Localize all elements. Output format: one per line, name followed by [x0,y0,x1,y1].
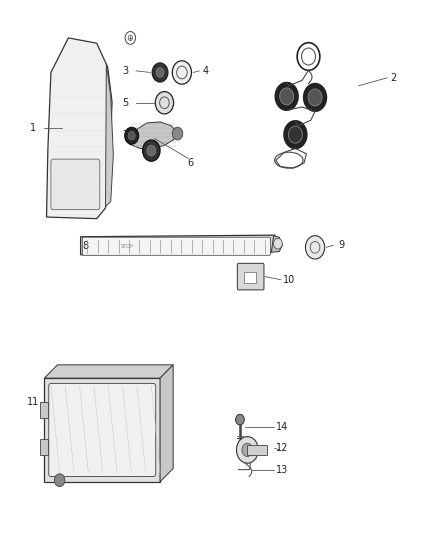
Circle shape [242,443,253,457]
Circle shape [143,140,160,161]
Circle shape [236,414,244,425]
Text: STOP: STOP [121,244,134,249]
FancyBboxPatch shape [82,237,271,255]
Text: 7: 7 [122,130,128,140]
Circle shape [147,146,155,156]
FancyBboxPatch shape [237,263,264,290]
Circle shape [308,89,322,106]
Polygon shape [130,122,177,149]
Circle shape [152,63,168,82]
Bar [247,445,267,455]
Polygon shape [272,236,283,252]
Bar [40,402,48,418]
Text: 6: 6 [187,158,194,168]
Circle shape [156,68,164,77]
Text: 9: 9 [338,240,344,250]
Text: 5: 5 [122,98,128,108]
Circle shape [155,92,173,114]
Polygon shape [44,378,160,482]
Text: 14: 14 [276,422,289,432]
Polygon shape [44,365,173,378]
Polygon shape [160,365,173,482]
FancyBboxPatch shape [51,159,100,209]
Text: 1: 1 [30,123,36,133]
Circle shape [284,121,307,149]
Circle shape [172,127,183,140]
Circle shape [54,474,65,487]
Text: 12: 12 [276,443,289,453]
FancyBboxPatch shape [49,383,155,477]
Polygon shape [106,63,113,206]
Circle shape [125,127,139,144]
Circle shape [304,84,326,111]
Bar [244,272,256,283]
Circle shape [128,132,135,140]
Circle shape [276,83,298,110]
Circle shape [274,238,283,249]
Text: 3: 3 [122,66,128,76]
Bar [40,439,48,455]
Polygon shape [81,235,278,255]
Circle shape [288,126,302,143]
Text: 11: 11 [27,397,39,407]
Polygon shape [46,38,112,219]
Text: 8: 8 [83,241,89,251]
Text: 13: 13 [276,465,289,475]
Text: 10: 10 [283,275,295,285]
Circle shape [237,437,258,463]
Text: 2: 2 [391,73,397,83]
Circle shape [172,61,191,84]
Circle shape [280,88,293,105]
Circle shape [305,236,325,259]
Text: 4: 4 [203,66,209,76]
